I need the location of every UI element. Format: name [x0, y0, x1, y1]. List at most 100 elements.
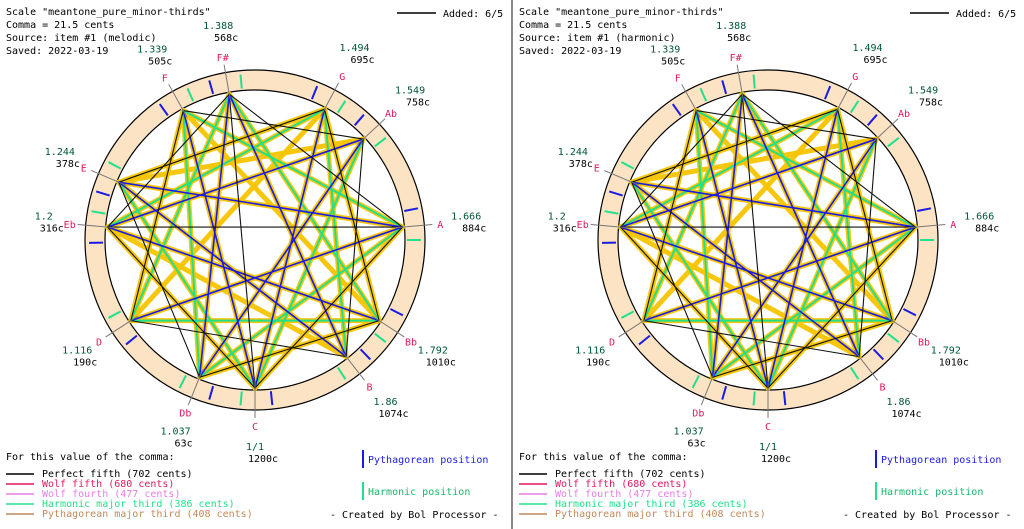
cents-label: 190c: [586, 357, 610, 368]
note-tick: [223, 64, 232, 103]
note-label: B: [879, 383, 885, 394]
perfect-fifth-line: [130, 226, 404, 322]
harmonic-third-line: [198, 226, 404, 379]
ratio-label: 1.494: [339, 43, 369, 54]
harmonic-third-line: [767, 138, 878, 389]
note-label: G: [852, 72, 858, 83]
ratio-label: 1.666: [451, 212, 481, 223]
interval-line-black: [620, 226, 769, 389]
interval-line-black: [620, 93, 743, 228]
cents-label: 505c: [148, 57, 172, 68]
panel-divider: [511, 0, 513, 529]
harmonic-position-mark: [620, 161, 635, 170]
harmonic-position-mark: [336, 366, 347, 380]
note-label: Db: [692, 408, 704, 419]
ratio-label: 1.86: [886, 397, 910, 408]
pythagorean-position-mark: [95, 190, 110, 197]
cents-label: 1200c: [248, 454, 278, 465]
perfect-fifth-line: [182, 109, 256, 389]
pythagorean-position-label: Pythagorean position: [881, 455, 1001, 466]
panel-harmonic: Scale "meantone_pure_minor-thirds" Comma…: [513, 0, 1024, 529]
note-label: D: [609, 337, 615, 348]
note-tick: [907, 223, 946, 229]
cents-label: 1200c: [761, 454, 791, 465]
harmonic-third-line: [182, 109, 404, 229]
pythagorean-position-mark: [638, 334, 651, 346]
harmonic-third-line: [129, 93, 231, 322]
interval-line-black: [858, 138, 877, 358]
harmonic-position-mark: [691, 374, 700, 389]
saved-date: Saved: 2022-03-19: [519, 46, 621, 57]
note-label: Bb: [405, 337, 417, 348]
pythagorean-position-mark: [125, 334, 138, 346]
perfect-fifth-line: [228, 93, 347, 358]
harmonic-position-mark: [107, 161, 122, 170]
note-label: C: [765, 422, 771, 433]
harmonic-position-mark: [887, 332, 900, 343]
perfect-fifth-line: [711, 138, 878, 379]
legend: For this value of the comma: Perfect fift…: [6, 450, 499, 521]
harmonic-third-line: [741, 93, 894, 322]
pythagorean-position-mark: [872, 348, 885, 361]
cents-label: 190c: [73, 357, 97, 368]
pythagorean-position-mark: [404, 207, 419, 212]
perfect-fifth-line: [630, 181, 917, 228]
note-label: E: [594, 163, 600, 174]
note-label: Ab: [898, 109, 910, 120]
note-tick: [340, 350, 365, 381]
note-label: Bb: [918, 337, 930, 348]
note-tick: [885, 315, 918, 338]
harmonic-position-mark: [752, 391, 756, 406]
harmonic-position-mark: [186, 87, 195, 102]
cents-label: 1010c: [939, 357, 969, 368]
perfect-fifth-line: [619, 138, 878, 228]
pythagorean-position-mark: [671, 103, 682, 117]
note-tick: [833, 82, 853, 117]
note-tick: [870, 118, 899, 145]
ratio-label: 1.388: [203, 21, 233, 32]
harmonic-position-mark: [374, 137, 387, 148]
note-label: F#: [730, 53, 742, 64]
perfect-fifth-line: [198, 138, 365, 379]
harmonic-position-mark: [374, 332, 387, 343]
note-label: F: [675, 73, 681, 84]
harmonic-position-mark: [239, 74, 243, 89]
added-label: Added: 6/5: [443, 9, 503, 20]
interval-line-black: [695, 110, 877, 140]
ratio-label: 1.549: [395, 85, 425, 96]
perfect-fifth-line: [198, 93, 231, 379]
ratio-label: 1.116: [575, 345, 605, 356]
pythagorean-position-mark: [917, 207, 932, 212]
interval-line-black: [631, 181, 714, 378]
interval-line-black: [228, 93, 256, 389]
harmonic-position-mark: [239, 391, 243, 406]
tuning-diagram-harmonic: Scale "meantone_pure_minor-thirds" Comma…: [519, 7, 1016, 521]
note-label: C: [252, 422, 258, 433]
panel-melodic: Scale "meantone_pure_minor-thirds" Comma…: [0, 0, 511, 529]
source-label: Source: item #1 (harmonic): [519, 33, 676, 44]
interval-line-black: [118, 181, 201, 378]
legend-item-label: Pythagorean major third (408 cents): [42, 509, 253, 520]
cents-label: 63c: [688, 439, 706, 450]
ratio-label: 1.792: [418, 345, 448, 356]
legend-item-label: Wolf fourth (477 cents): [555, 489, 693, 500]
note-tick: [105, 315, 138, 338]
cents-label: 695c: [350, 55, 374, 66]
note-tick: [394, 223, 433, 229]
interval-line-black: [107, 226, 256, 389]
pythagorean-position-mark: [721, 385, 728, 400]
harmonic-third-line: [106, 108, 326, 229]
pythagorean-position-mark: [269, 391, 274, 406]
note-label: A: [437, 220, 443, 231]
note-tick: [357, 118, 386, 145]
tuning-diagram-melodic: Scale "meantone_pure_minor-thirds" Comma…: [6, 7, 503, 521]
pythagorean-position-mark: [608, 190, 623, 197]
pythagorean-position-mark: [208, 385, 215, 400]
legend-item-label: Perfect fifth (702 cents): [555, 469, 706, 480]
ratio-label: 1.116: [62, 345, 92, 356]
harmonic-third-line: [228, 93, 381, 322]
interval-line-black: [130, 110, 184, 322]
cents-label: 758c: [919, 97, 943, 108]
ratio-label: 1.037: [674, 427, 704, 438]
note-label: F#: [217, 53, 229, 64]
